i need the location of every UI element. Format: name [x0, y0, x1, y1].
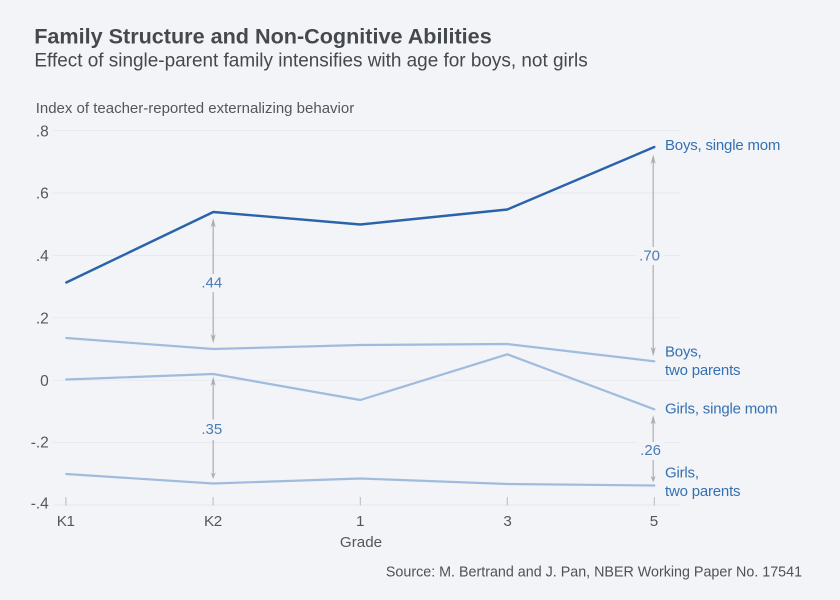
svg-text:3: 3 — [503, 513, 511, 530]
svg-text:Source: M. Bertrand and J. Pan: Source: M. Bertrand and J. Pan, NBER Wor… — [386, 565, 802, 581]
svg-text:0: 0 — [40, 373, 49, 390]
svg-text:K2: K2 — [204, 513, 222, 530]
svg-text:-.2: -.2 — [31, 434, 49, 451]
svg-text:.70: .70 — [639, 247, 660, 264]
svg-text:Grade: Grade — [340, 534, 382, 551]
svg-text:Girls,: Girls, — [665, 464, 699, 481]
svg-text:5: 5 — [650, 513, 658, 530]
svg-text:Boys,: Boys, — [665, 343, 702, 360]
svg-text:Index of teacher-reported exte: Index of teacher-reported externalizing … — [36, 100, 355, 117]
svg-text:Family Structure and Non-Cogni: Family Structure and Non-Cognitive Abili… — [34, 24, 492, 49]
svg-text:1: 1 — [356, 513, 364, 530]
svg-text:-.4: -.4 — [31, 495, 49, 512]
svg-text:.6: .6 — [36, 186, 49, 203]
svg-text:.26: .26 — [640, 442, 661, 459]
svg-text:.2: .2 — [36, 311, 49, 328]
svg-text:Boys, single mom: Boys, single mom — [665, 137, 780, 154]
svg-text:.35: .35 — [201, 421, 222, 438]
svg-text:Effect of single-parent family: Effect of single-parent family intensifi… — [34, 50, 587, 71]
svg-text:Girls, single mom: Girls, single mom — [665, 400, 777, 417]
svg-text:.44: .44 — [201, 275, 222, 292]
svg-text:.4: .4 — [36, 248, 49, 265]
svg-text:two parents: two parents — [665, 483, 740, 500]
svg-text:two parents: two parents — [665, 362, 740, 379]
svg-text:.8: .8 — [36, 123, 49, 140]
svg-text:K1: K1 — [57, 513, 75, 530]
